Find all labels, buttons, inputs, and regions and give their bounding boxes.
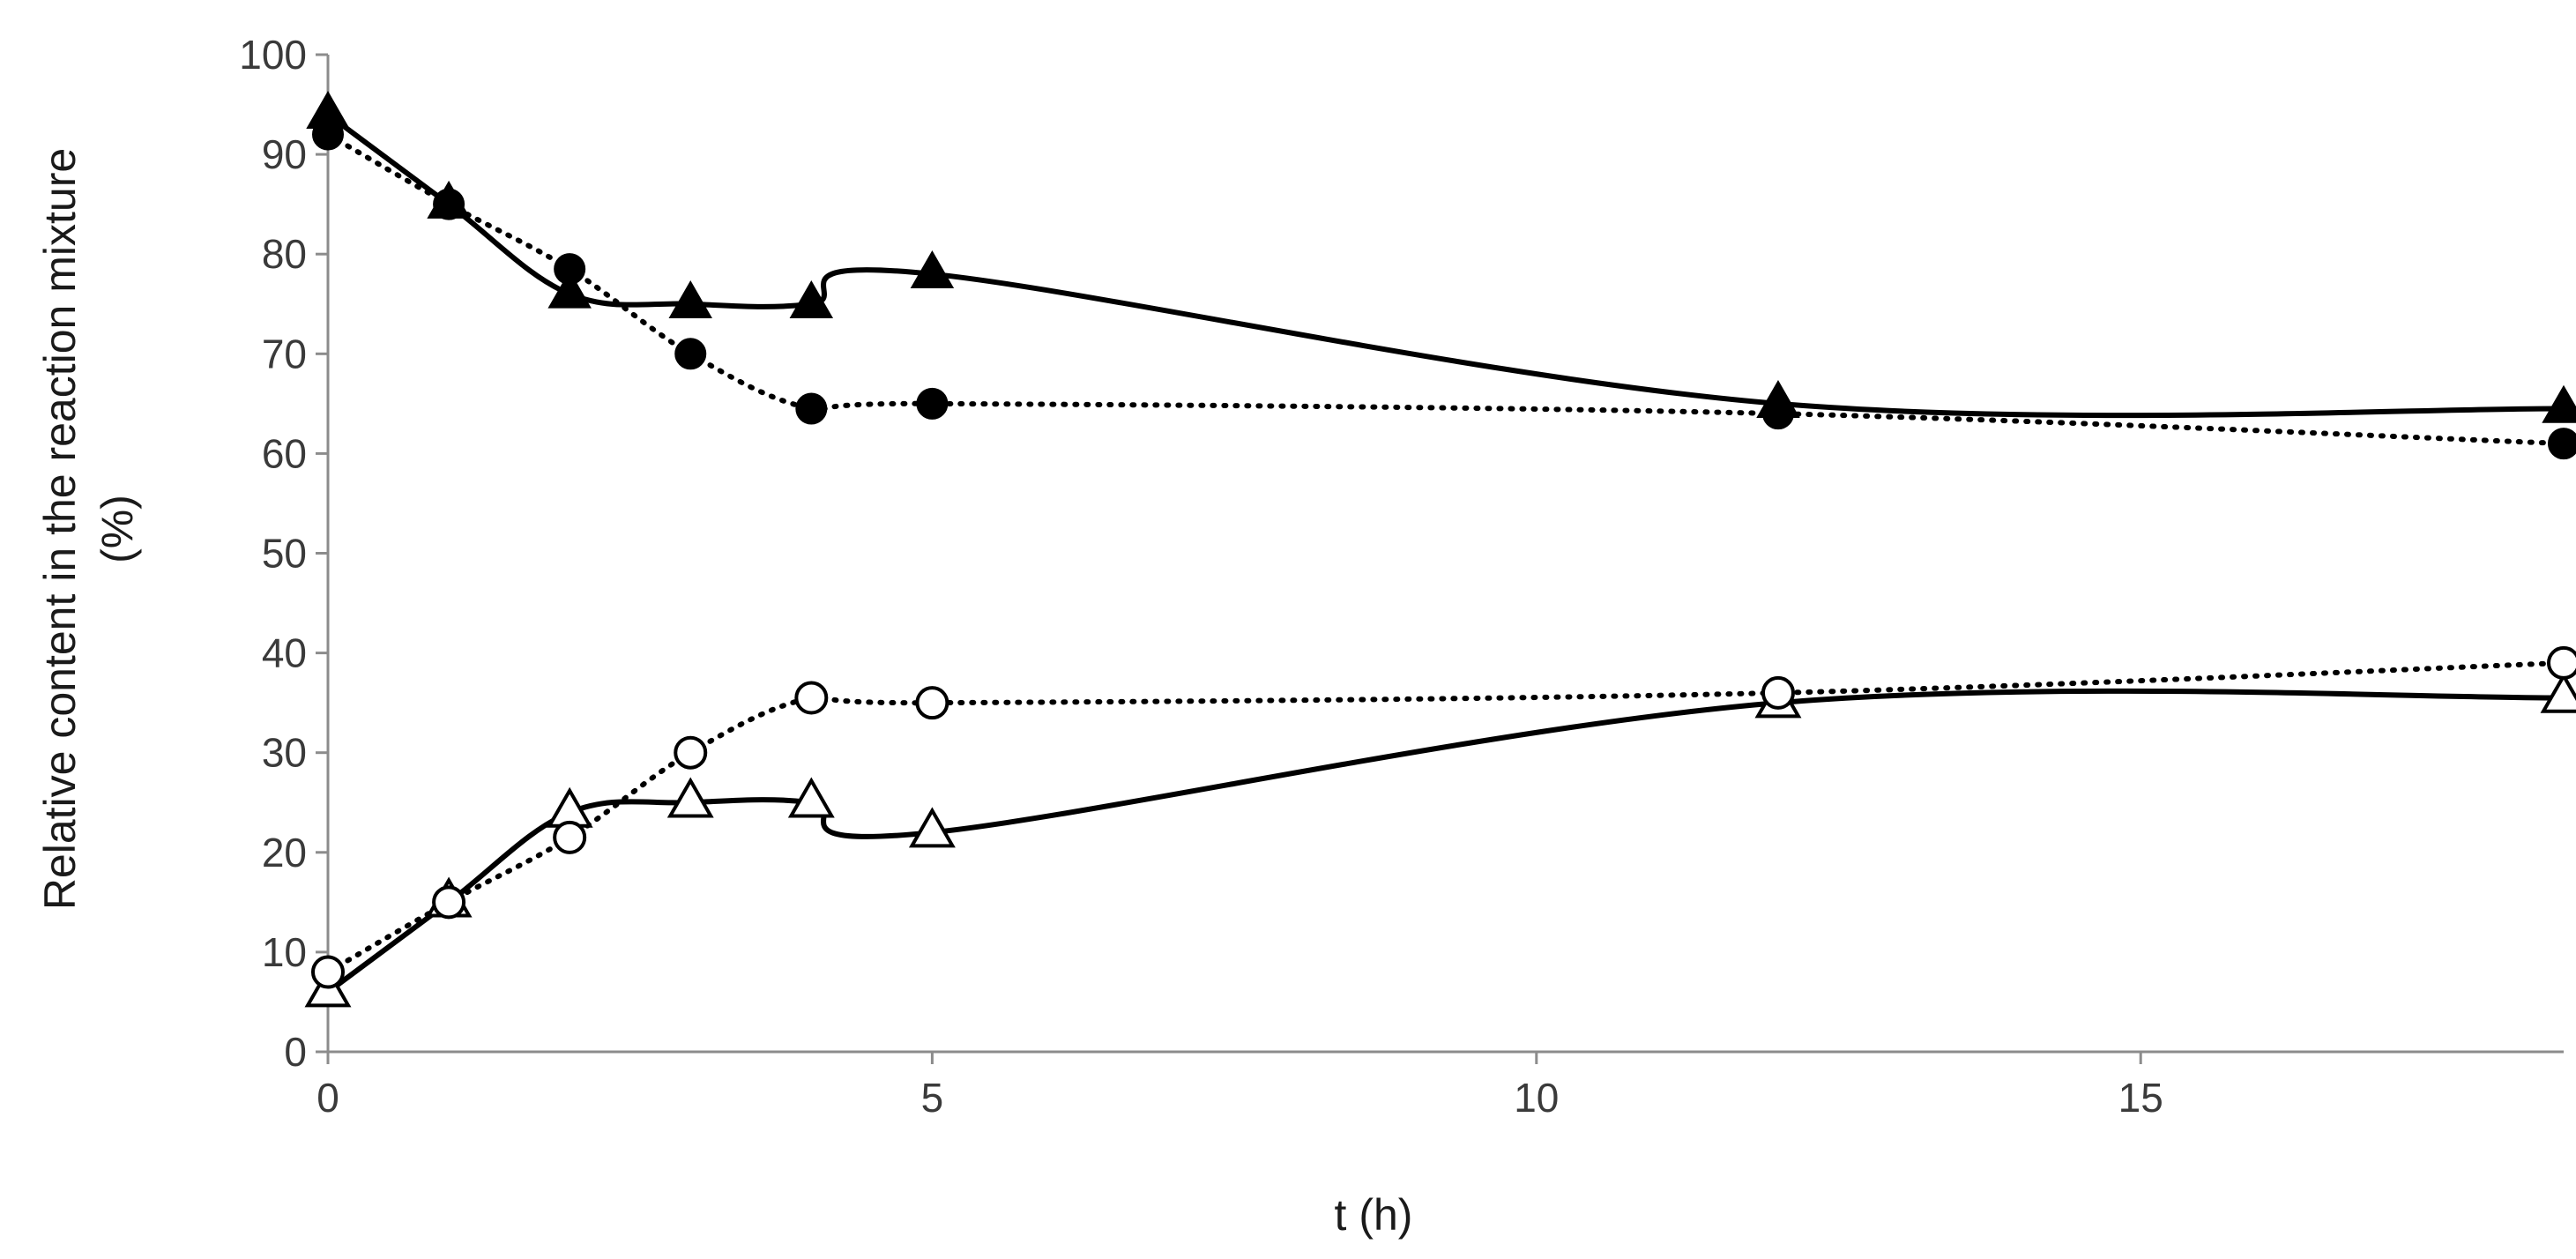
- series-2-point: [554, 253, 586, 286]
- series-2-point: [916, 387, 949, 420]
- y-tick-label: 80: [262, 231, 307, 277]
- y-tick-label: 10: [262, 929, 307, 975]
- series-2-point: [674, 338, 707, 370]
- y-tick-label: 90: [262, 131, 307, 177]
- series-4-point: [2547, 645, 2576, 680]
- series-1-point: [547, 270, 592, 309]
- series-2-point: [1761, 398, 1794, 430]
- axes: 0 10 20 30 40 50 60 70 80 90 100 0 5 10 15: [239, 32, 2564, 1121]
- y-tick-label: 60: [262, 430, 307, 476]
- series-4-line: [325, 659, 2566, 975]
- series-3-line: [326, 688, 2565, 995]
- series-3-point: [2540, 672, 2576, 713]
- series-3-point: [908, 807, 956, 848]
- series-1-point: [789, 279, 834, 318]
- series-1-point: [910, 250, 955, 289]
- y-axis-title-line-1: Relative content in the reaction mixture: [35, 148, 85, 910]
- series-4-point: [553, 820, 587, 854]
- series-1-line: [326, 112, 2565, 419]
- series-3-point: [666, 777, 714, 818]
- series-4-point: [794, 681, 829, 715]
- series-2-point: [795, 392, 828, 425]
- series-4-point: [1761, 675, 1795, 710]
- y-tick-label: 20: [262, 830, 307, 875]
- y-tick-label: 100: [239, 32, 307, 78]
- x-tick-label: 10: [1514, 1075, 1559, 1121]
- y-tick-label: 40: [262, 630, 307, 676]
- x-tick-label: 0: [316, 1075, 339, 1121]
- plot-area: [304, 91, 2576, 1008]
- y-tick-label: 30: [262, 730, 307, 776]
- series-2-line: [325, 131, 2566, 447]
- series-2-point: [433, 188, 465, 220]
- series-4-point: [674, 735, 708, 770]
- series-4-point: [915, 686, 949, 720]
- series-2-point: [312, 118, 344, 151]
- y-tick-label: 70: [262, 331, 307, 376]
- y-tick-label: 0: [284, 1029, 307, 1075]
- series-1-point: [2542, 384, 2576, 423]
- series-3-point: [787, 777, 835, 818]
- x-axis-title: t (h): [1335, 1190, 1413, 1240]
- y-tick-label: 50: [262, 531, 307, 577]
- x-tick-label: 5: [921, 1075, 944, 1121]
- series-4-point: [432, 885, 466, 920]
- y-axis-title-line-2: (%): [93, 495, 142, 563]
- series-2-point: [2548, 428, 2576, 460]
- x-tick-label: 15: [2118, 1075, 2163, 1121]
- series-1-point: [668, 279, 712, 318]
- series-4-point: [311, 955, 345, 989]
